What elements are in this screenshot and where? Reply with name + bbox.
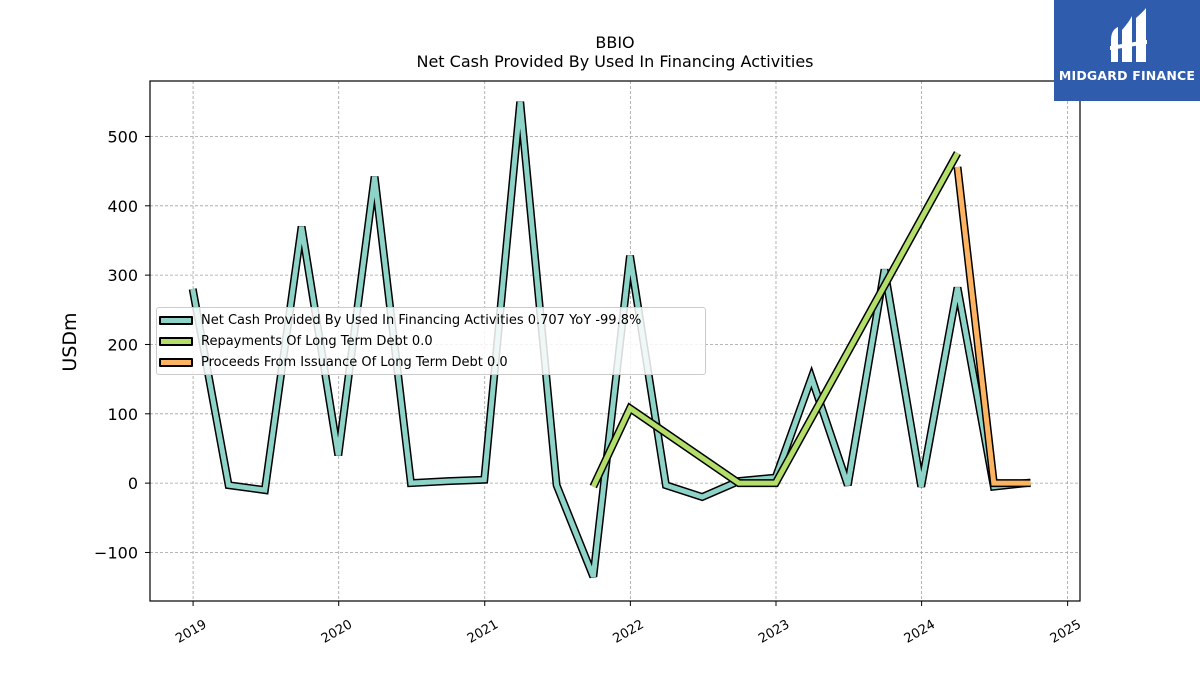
y-tick-label: −100 bbox=[94, 543, 138, 562]
legend-label-proceeds: Proceeds From Issuance Of Long Term Debt… bbox=[201, 354, 508, 370]
legend-swatch-repayments bbox=[159, 336, 193, 346]
y-tick-label: 500 bbox=[107, 127, 138, 146]
logo-mark-icon bbox=[1110, 8, 1147, 62]
x-tick-label: 2022 bbox=[611, 617, 647, 647]
y-tick-label: 200 bbox=[107, 335, 138, 354]
x-tick-label: 2024 bbox=[902, 617, 938, 647]
legend-item-repayments: Repayments Of Long Term Debt 0.0 bbox=[159, 331, 433, 351]
x-tick-label: 2019 bbox=[173, 617, 209, 647]
series-lines bbox=[188, 101, 1031, 579]
x-tick-label: 2020 bbox=[319, 617, 355, 647]
x-tick-label: 2021 bbox=[465, 617, 501, 647]
series-line-proceeds-from-issuance-of-long-term-debt bbox=[955, 166, 1031, 486]
y-tick-label: 300 bbox=[107, 266, 138, 285]
chart-title: BBIO bbox=[595, 33, 635, 52]
legend-item-net-cash: Net Cash Provided By Used In Financing A… bbox=[159, 310, 641, 330]
grid-lines bbox=[150, 81, 1080, 601]
y-tick-label: 100 bbox=[107, 405, 138, 424]
y-tick-label: 0 bbox=[128, 474, 138, 493]
legend-item-proceeds: Proceeds From Issuance Of Long Term Debt… bbox=[159, 352, 508, 372]
legend-label-net-cash: Net Cash Provided By Used In Financing A… bbox=[201, 312, 642, 328]
chart-subtitle: Net Cash Provided By Used In Financing A… bbox=[416, 52, 814, 71]
y-axis-label: USDm bbox=[59, 312, 81, 371]
x-tick-label: 2025 bbox=[1048, 617, 1084, 647]
midgard-finance-logo: MIDGARD FINANCE bbox=[1054, 0, 1200, 101]
legend-label-repayments: Repayments Of Long Term Debt 0.0 bbox=[201, 333, 433, 349]
legend-swatch-net-cash bbox=[159, 315, 193, 325]
logo-text: MIDGARD FINANCE bbox=[1058, 68, 1196, 83]
series-outline-proceeds-from-issuance-of-long-term-debt bbox=[953, 166, 1031, 488]
legend-swatch-proceeds bbox=[159, 357, 193, 367]
y-tick-label: 400 bbox=[107, 197, 138, 216]
legend: Net Cash Provided By Used In Financing A… bbox=[156, 307, 706, 375]
plot-frame bbox=[149, 80, 1081, 602]
x-tick-label: 2023 bbox=[756, 617, 792, 647]
series-line-net-cash-provided-by-used-in-financing-activities bbox=[190, 101, 1031, 578]
